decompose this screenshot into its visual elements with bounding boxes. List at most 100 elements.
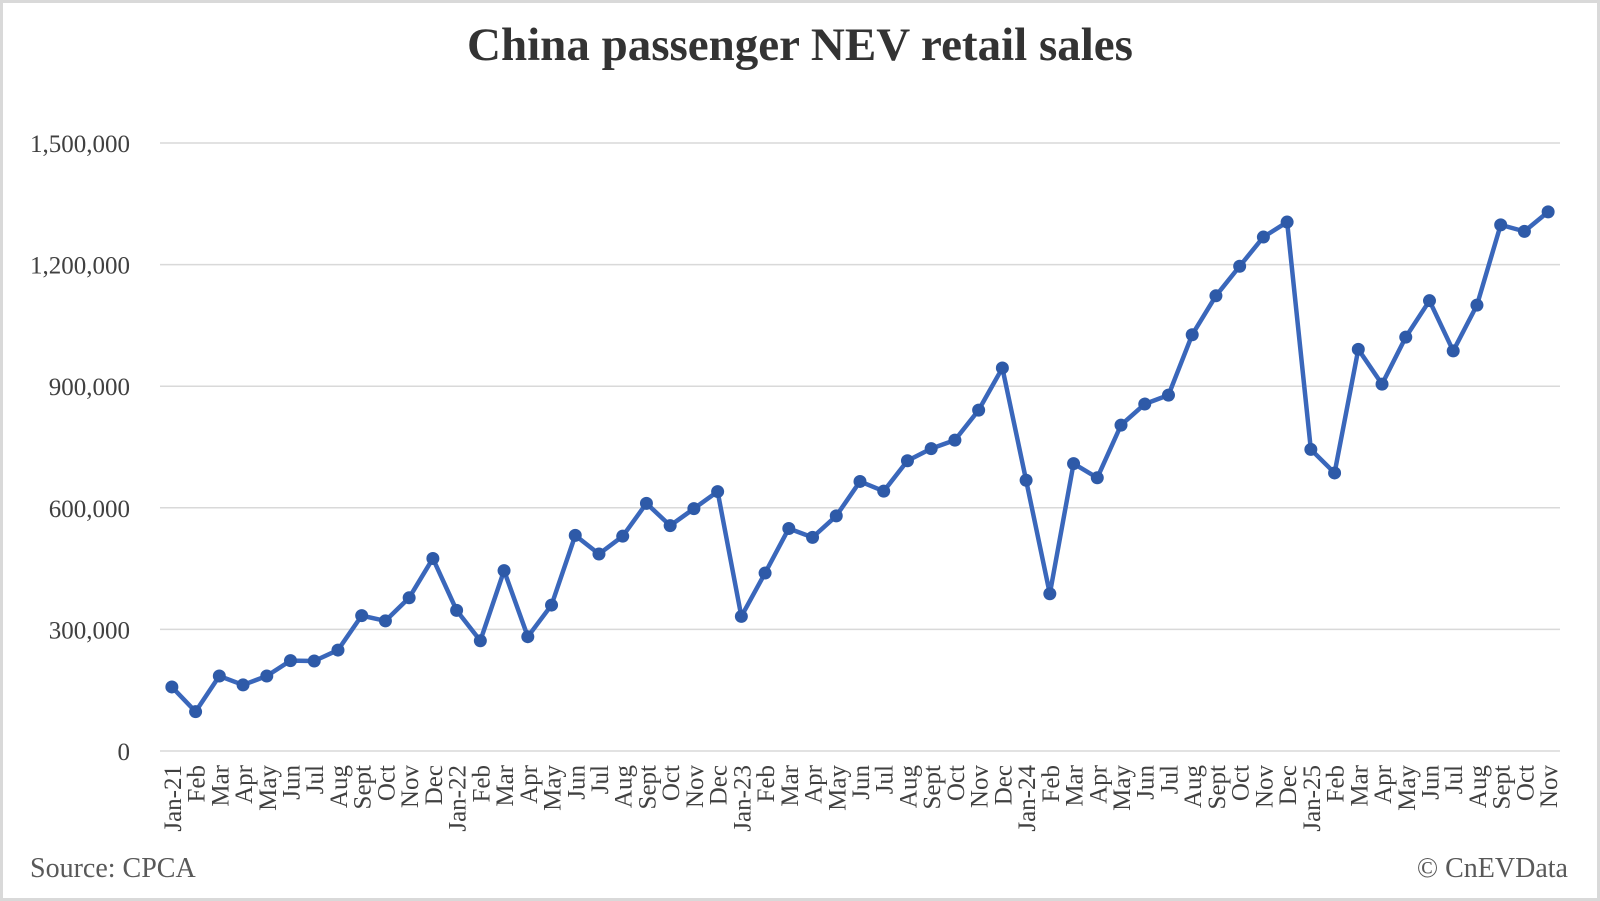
data-point [1019, 473, 1033, 487]
x-tick-label: May [1109, 765, 1136, 811]
data-point [1328, 466, 1342, 480]
x-tick-label: Jul [587, 765, 614, 794]
x-tick-label: May [540, 765, 567, 811]
x-tick-label: Aug [1180, 765, 1207, 809]
x-tick-label: Feb [184, 765, 211, 803]
x-tick-label: Nov [967, 765, 994, 809]
data-point [284, 654, 298, 668]
data-point [473, 634, 487, 648]
x-tick-label: Sept [634, 765, 661, 810]
data-point [1541, 205, 1555, 219]
data-point [426, 551, 440, 565]
x-tick-label: Apr [801, 764, 828, 804]
x-tick-label: Feb [1038, 765, 1065, 803]
y-tick-label: 1,200,000 [30, 253, 130, 280]
data-point [1446, 344, 1460, 358]
data-point [592, 547, 606, 561]
x-tick-label: Mar [492, 764, 519, 806]
x-tick-label: Jan-21 [160, 765, 187, 832]
x-tick-label: Jun [279, 765, 306, 800]
data-point [378, 614, 392, 628]
data-point [853, 474, 867, 488]
data-point [1161, 388, 1175, 402]
data-point [734, 609, 748, 623]
data-point [948, 433, 962, 447]
data-point [1138, 397, 1152, 411]
data-point [639, 496, 653, 510]
data-point [663, 519, 677, 533]
x-tick-label: May [255, 765, 282, 811]
x-tick-label: Mar [1062, 764, 1089, 806]
x-tick-label: Mar [1346, 764, 1373, 806]
data-point [1185, 328, 1199, 342]
data-point [782, 521, 796, 535]
x-tick-label: Mar [207, 764, 234, 806]
x-tick-label: Apr [1370, 764, 1397, 804]
x-tick-label: Oct [1512, 765, 1539, 801]
series-line [169, 209, 1551, 714]
data-point [1304, 442, 1318, 456]
data-point [545, 598, 559, 612]
x-tick-label: Aug [611, 765, 638, 809]
x-tick-label: Apr [1085, 764, 1112, 804]
data-point [972, 403, 986, 417]
x-tick-label: Aug [895, 765, 922, 809]
x-tick-label: Jan-24 [1014, 765, 1041, 832]
data-point [331, 643, 345, 657]
x-tick-label: Oct [373, 765, 400, 801]
y-tick-label: 0 [118, 739, 131, 766]
data-point [497, 564, 511, 578]
data-point [355, 609, 369, 623]
copyright-label: © CnEVData [1416, 853, 1568, 884]
x-tick-label: Jun [563, 765, 590, 800]
data-point [521, 630, 535, 644]
x-tick-label: Apr [516, 764, 543, 804]
x-tick-label: Jul [302, 765, 329, 794]
x-tick-label: Nov [1251, 765, 1278, 809]
x-tick-label: Feb [753, 765, 780, 803]
data-point [307, 654, 321, 668]
data-point [877, 484, 891, 498]
data-point [165, 680, 179, 694]
y-tick-label: 300,000 [49, 617, 130, 644]
data-point [212, 669, 226, 683]
x-tick-label: Jul [1441, 765, 1468, 794]
data-point [189, 705, 203, 719]
x-tick-label: Jan-23 [729, 765, 756, 832]
x-tick-label: Aug [1465, 765, 1492, 809]
x-tick-label: Jun [848, 765, 875, 800]
x-tick-label: Nov [1536, 765, 1563, 809]
data-point [260, 669, 274, 683]
source-label: Source: CPCA [30, 853, 196, 884]
x-tick-label: Sept [919, 765, 946, 810]
y-tick-label: 900,000 [49, 374, 130, 401]
x-tick-label: Mar [777, 764, 804, 806]
x-tick-label: Dec [990, 765, 1017, 805]
data-point [1209, 289, 1223, 303]
x-tick-label: Sept [1204, 765, 1231, 810]
data-point [1090, 471, 1104, 485]
data-point [1422, 294, 1436, 308]
x-tick-label: Feb [468, 765, 495, 803]
x-tick-label: May [1394, 765, 1421, 811]
data-point [616, 529, 630, 543]
x-tick-label: Dec [421, 765, 448, 805]
data-point [711, 485, 725, 499]
x-tick-label: Dec [706, 765, 733, 805]
x-tick-label: Jul [872, 765, 899, 794]
x-tick-label: Nov [397, 765, 424, 809]
data-point [806, 530, 820, 544]
x-tick-label: Sept [1489, 765, 1516, 810]
data-point [1375, 377, 1389, 391]
data-point [900, 454, 914, 468]
x-tick-label: Jul [1156, 765, 1183, 794]
x-tick-label: Jun [1417, 765, 1444, 800]
x-tick-label: Apr [231, 764, 258, 804]
x-tick-label: Sept [350, 765, 377, 810]
x-tick-label: Jun [1133, 765, 1160, 800]
data-point [829, 509, 843, 523]
x-tick-label: Aug [326, 765, 353, 809]
x-tick-label: Oct [658, 765, 685, 801]
data-point [236, 678, 250, 692]
